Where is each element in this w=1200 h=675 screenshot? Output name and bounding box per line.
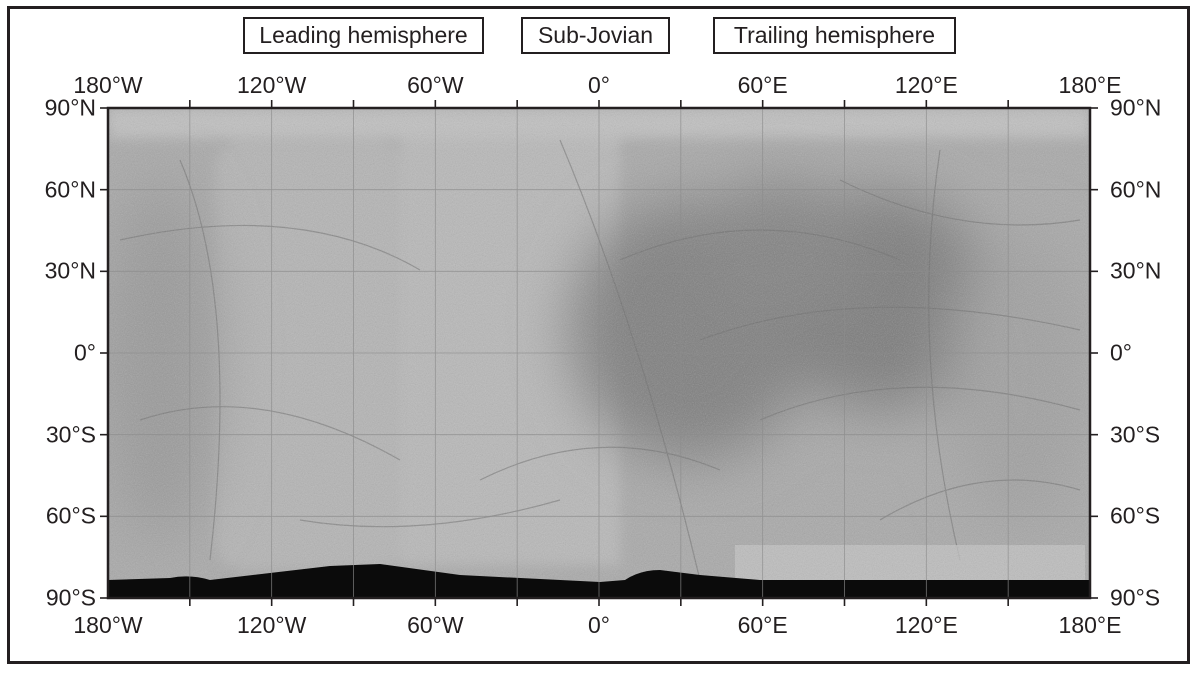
longitude-label-top: 0° xyxy=(588,72,610,98)
latitude-label-right: 30°S xyxy=(1110,421,1161,448)
figure-frame xyxy=(7,6,1190,664)
latitude-label-right: 0° xyxy=(1110,339,1132,366)
longitude-label-bottom: 60°E xyxy=(737,612,788,638)
sub-jovian-label: Sub-Jovian xyxy=(521,17,670,54)
longitude-label-bottom: 180°E xyxy=(1058,612,1122,638)
latitude-label-right: 90°S xyxy=(1110,584,1161,611)
tick-marks xyxy=(100,100,1098,606)
longitude-label-top: 120°W xyxy=(237,72,307,98)
graticule xyxy=(108,108,1090,598)
longitude-label-bottom: 120°E xyxy=(894,612,958,638)
latitude-label-left: 60°S xyxy=(45,502,96,529)
longitude-label-bottom: 180°W xyxy=(73,612,143,638)
latitude-label-left: 90°N xyxy=(44,94,96,121)
latitude-label-right: 60°N xyxy=(1110,176,1162,203)
latitude-label-left: 90°S xyxy=(45,584,96,611)
latitude-label-left: 30°S xyxy=(45,421,96,448)
longitude-label-top: 60°W xyxy=(407,72,464,98)
latitude-label-left: 30°N xyxy=(44,257,96,284)
longitude-label-top: 180°W xyxy=(73,72,143,98)
latitude-label-left: 60°N xyxy=(44,176,96,203)
leading-hemisphere-label: Leading hemisphere xyxy=(243,17,484,54)
latitude-label-left: 0° xyxy=(74,339,96,366)
trailing-hemisphere-label: Trailing hemisphere xyxy=(713,17,956,54)
longitude-label-top: 180°E xyxy=(1058,72,1122,98)
latitude-label-right: 90°N xyxy=(1110,94,1162,121)
latitude-label-right: 60°S xyxy=(1110,502,1161,529)
longitude-label-top: 120°E xyxy=(894,72,958,98)
longitude-label-bottom: 120°W xyxy=(237,612,307,638)
latitude-label-right: 30°N xyxy=(1110,257,1162,284)
map-border xyxy=(106,106,1092,600)
longitude-label-bottom: 0° xyxy=(588,612,610,638)
longitude-label-bottom: 60°W xyxy=(407,612,464,638)
longitude-label-top: 60°E xyxy=(737,72,788,98)
